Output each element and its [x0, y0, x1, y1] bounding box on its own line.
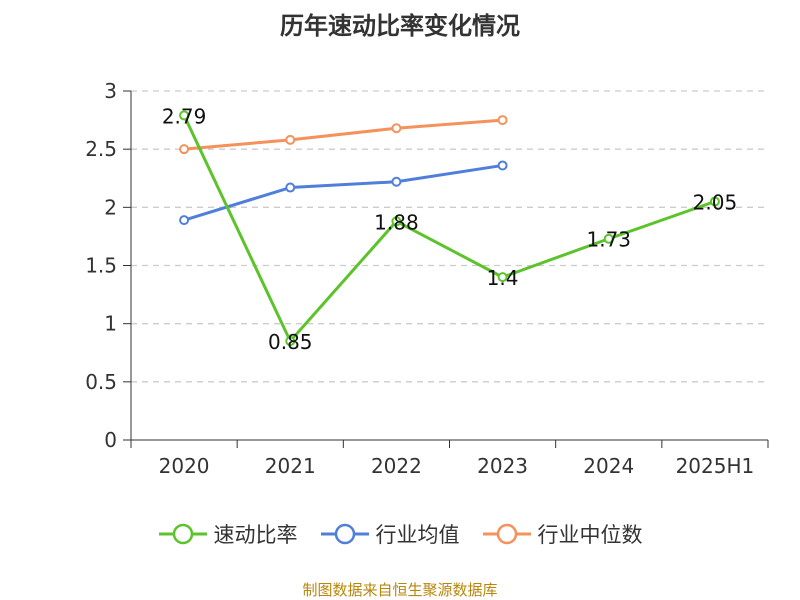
data-point[interactable] — [285, 182, 296, 193]
data-label: 1.73 — [586, 228, 631, 252]
data-point[interactable] — [497, 272, 508, 283]
legend-marker-icon — [158, 523, 207, 545]
y-tick-label: 2 — [104, 195, 117, 219]
grid-layer — [131, 90, 768, 383]
data-label: 2.05 — [693, 191, 738, 215]
data-point[interactable] — [285, 134, 296, 145]
data-point[interactable] — [391, 123, 402, 134]
data-point[interactable] — [709, 196, 720, 207]
data-point[interactable] — [497, 160, 508, 171]
x-tick-label: 2022 — [371, 454, 422, 478]
y-tick-label: 0 — [104, 428, 117, 452]
legend-marker-icon — [320, 523, 369, 545]
series-line — [183, 118, 503, 151]
legend-label: 行业中位数 — [537, 523, 643, 547]
data-point[interactable] — [179, 215, 190, 226]
data-point[interactable] — [285, 336, 296, 347]
axis-layer: 0 0.5 1 1.5 2 2.5 3 2020 2021 2022 2023 2024 2025H1 — [85, 79, 769, 478]
y-tick-label: 1.5 — [85, 254, 117, 278]
source-note: 制图数据来自恒生聚源数据库 — [302, 581, 498, 599]
x-tick-label: 2023 — [477, 454, 528, 478]
chart-title: 历年速动比率变化情况 — [280, 12, 520, 40]
legend-marker-icon — [482, 523, 531, 545]
series-line — [182, 114, 716, 343]
y-tick-label: 2.5 — [85, 137, 117, 161]
legend-label: 行业均值 — [375, 523, 460, 547]
x-tick-label: 2021 — [265, 454, 316, 478]
x-tick-label: 2025H1 — [676, 454, 755, 478]
legend-item[interactable]: 行业均值 — [320, 519, 460, 549]
y-tick-label: 0.5 — [85, 370, 117, 394]
data-label: 2.79 — [162, 104, 207, 128]
data-point[interactable] — [179, 144, 190, 155]
legend-item[interactable]: 行业中位数 — [482, 519, 643, 549]
legend-label: 速动比率 — [213, 523, 298, 547]
data-label: 1.4 — [487, 266, 519, 290]
legend: 速动比率 行业均值 行业中位数 — [0, 519, 800, 549]
series-layer — [179, 110, 720, 347]
data-label: 0.85 — [268, 330, 313, 354]
series-line — [183, 163, 503, 222]
x-tick-label: 2024 — [583, 454, 634, 478]
data-point[interactable] — [391, 176, 402, 187]
data-label: 1.88 — [374, 210, 419, 234]
x-tick-label: 2020 — [159, 454, 210, 478]
data-point[interactable] — [179, 110, 190, 121]
data-point[interactable] — [497, 115, 508, 126]
y-tick-label: 3 — [104, 79, 117, 103]
data-point[interactable] — [391, 216, 402, 227]
legend-item[interactable]: 速动比率 — [158, 519, 298, 549]
y-tick-label: 1 — [104, 312, 117, 336]
data-label-layer: 2.79 0.85 1.88 1.4 1.73 2.05 — [162, 104, 737, 354]
data-point[interactable] — [603, 233, 614, 244]
